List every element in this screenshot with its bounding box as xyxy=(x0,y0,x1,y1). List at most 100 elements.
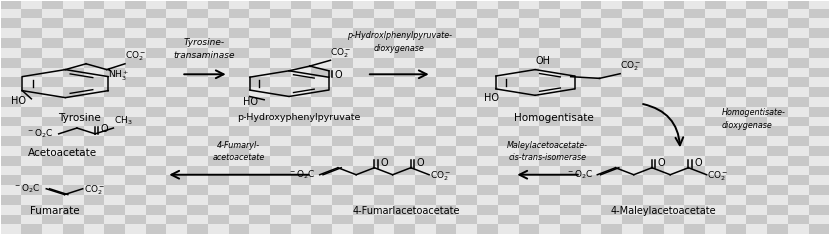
Bar xyxy=(249,224,270,234)
Bar xyxy=(684,195,705,205)
Bar xyxy=(457,195,477,205)
Bar xyxy=(519,156,540,166)
Bar xyxy=(249,19,270,28)
Bar xyxy=(519,0,540,9)
Bar xyxy=(208,107,228,117)
Bar xyxy=(187,146,208,156)
Bar xyxy=(290,107,311,117)
Bar xyxy=(477,176,498,185)
Bar xyxy=(105,156,125,166)
Bar xyxy=(84,185,105,195)
Bar xyxy=(684,224,705,234)
Bar xyxy=(208,28,228,38)
Bar xyxy=(519,48,540,58)
Bar xyxy=(394,195,415,205)
Bar xyxy=(208,0,228,9)
Bar xyxy=(705,58,725,67)
Bar xyxy=(540,28,560,38)
Bar xyxy=(353,87,374,97)
Bar xyxy=(560,215,581,224)
Bar xyxy=(353,67,374,77)
Bar xyxy=(767,87,788,97)
Bar xyxy=(105,38,125,48)
Bar xyxy=(228,205,249,215)
Bar xyxy=(540,38,560,48)
Bar xyxy=(808,195,829,205)
Bar xyxy=(746,205,767,215)
Text: $^-$O$_2$C: $^-$O$_2$C xyxy=(26,128,53,140)
Bar xyxy=(394,224,415,234)
Bar xyxy=(249,87,270,97)
Bar xyxy=(84,48,105,58)
Bar xyxy=(249,126,270,136)
Bar xyxy=(187,166,208,176)
Bar xyxy=(22,0,42,9)
Bar xyxy=(788,215,808,224)
Bar xyxy=(290,48,311,58)
Bar xyxy=(311,0,332,9)
Bar xyxy=(725,195,746,205)
Bar xyxy=(436,185,456,195)
Bar xyxy=(63,136,84,146)
Bar xyxy=(477,107,498,117)
Bar xyxy=(684,38,705,48)
Bar xyxy=(581,117,602,126)
Bar xyxy=(808,0,829,9)
Text: CO$_2^-$: CO$_2^-$ xyxy=(620,59,642,73)
Bar xyxy=(725,146,746,156)
Bar xyxy=(1,156,22,166)
Bar xyxy=(788,48,808,58)
Bar xyxy=(767,9,788,19)
Bar xyxy=(436,87,456,97)
Bar xyxy=(167,156,187,166)
Bar xyxy=(1,107,22,117)
Bar xyxy=(436,107,456,117)
Bar xyxy=(415,117,436,126)
Bar xyxy=(477,136,498,146)
Bar xyxy=(560,185,581,195)
Bar xyxy=(208,9,228,19)
Bar xyxy=(42,117,63,126)
Bar xyxy=(415,19,436,28)
Bar xyxy=(540,97,560,107)
Text: CO$_2^-$: CO$_2^-$ xyxy=(330,46,352,59)
Bar xyxy=(42,19,63,28)
Bar xyxy=(705,77,725,87)
Bar xyxy=(290,19,311,28)
Bar xyxy=(146,0,167,9)
Bar xyxy=(270,97,290,107)
Bar xyxy=(788,205,808,215)
Bar xyxy=(602,48,622,58)
Bar xyxy=(705,136,725,146)
Bar xyxy=(311,9,332,19)
Bar xyxy=(560,176,581,185)
Bar xyxy=(105,166,125,176)
Bar xyxy=(746,185,767,195)
Bar xyxy=(581,77,602,87)
Bar xyxy=(228,67,249,77)
Bar xyxy=(105,176,125,185)
Bar xyxy=(1,0,22,9)
Bar xyxy=(42,205,63,215)
Bar xyxy=(808,48,829,58)
Bar xyxy=(808,215,829,224)
Bar xyxy=(394,28,415,38)
Bar xyxy=(725,224,746,234)
Bar xyxy=(63,0,84,9)
Bar xyxy=(746,107,767,117)
Bar xyxy=(1,176,22,185)
Bar xyxy=(125,166,146,176)
Bar xyxy=(394,205,415,215)
Bar xyxy=(788,9,808,19)
Bar xyxy=(146,58,167,67)
Bar xyxy=(1,38,22,48)
Bar xyxy=(146,224,167,234)
Bar xyxy=(788,126,808,136)
Bar xyxy=(1,77,22,87)
Bar xyxy=(394,48,415,58)
Bar xyxy=(415,126,436,136)
Bar xyxy=(84,117,105,126)
Bar xyxy=(1,136,22,146)
Bar xyxy=(311,205,332,215)
Bar xyxy=(84,215,105,224)
